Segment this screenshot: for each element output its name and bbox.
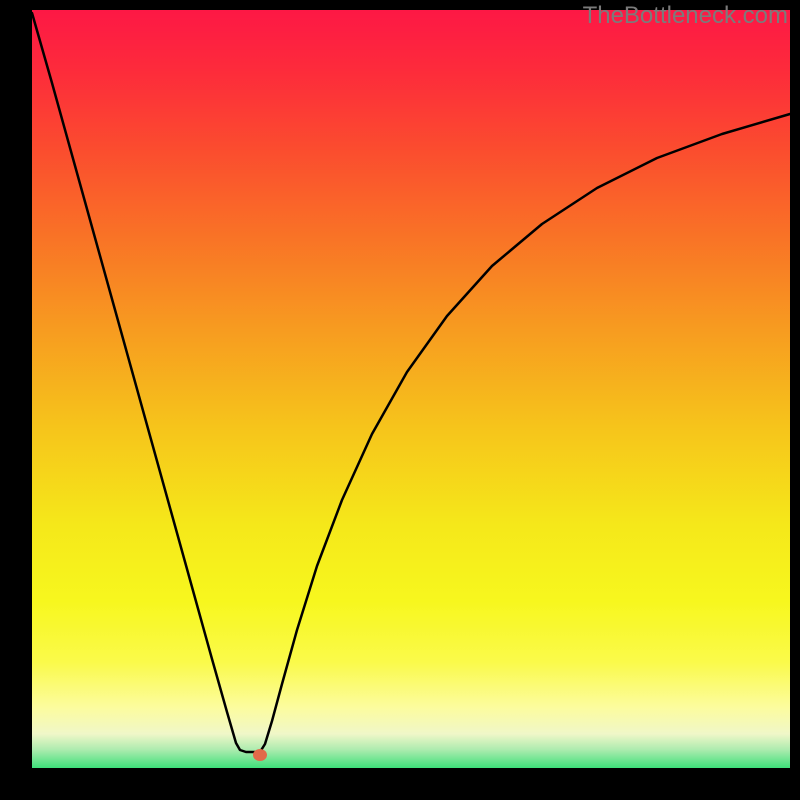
plot-area [32, 10, 790, 768]
chart-container: TheBottleneck.com [0, 0, 800, 800]
watermark-text: TheBottleneck.com [583, 2, 788, 30]
